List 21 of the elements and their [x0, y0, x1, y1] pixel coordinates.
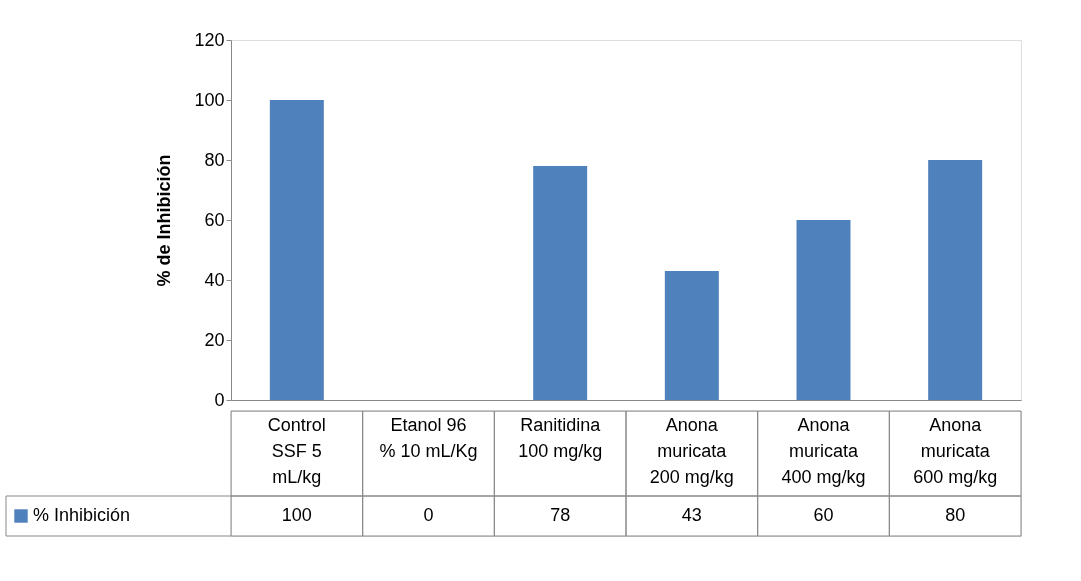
data-label: 43	[681, 505, 702, 525]
y-tick-label: 60	[204, 209, 225, 230]
y-axis-title: % de Inhibición	[154, 154, 175, 287]
y-tick-label: 20	[204, 329, 225, 350]
y-tick-label: 40	[204, 269, 225, 290]
x-tick-label: Control SSF 5 mL/kg	[267, 415, 326, 487]
y-tick-label: 80	[204, 149, 225, 170]
y-tick-label: 100	[194, 89, 225, 110]
x-tick-label: Etanol 96 % 10 mL/Kg	[379, 415, 478, 461]
x-tick-label: Anona muricata 600 mg/kg	[913, 415, 998, 487]
legend-label: % Inhibición	[33, 505, 131, 525]
data-label: 78	[550, 505, 571, 525]
y-tick-label: 120	[194, 29, 225, 50]
y-tick-label: 0	[214, 389, 225, 410]
data-label: 80	[945, 505, 966, 525]
x-tick-label: Anona muricata 400 mg/kg	[781, 415, 866, 487]
x-tick-label: Ranitidina 100 mg/kg	[518, 415, 603, 461]
data-label: 0	[423, 505, 434, 525]
data-label: 60	[813, 505, 834, 525]
data-label: 100	[281, 505, 312, 525]
x-tick-label: Anona muricata 200 mg/kg	[649, 415, 734, 487]
